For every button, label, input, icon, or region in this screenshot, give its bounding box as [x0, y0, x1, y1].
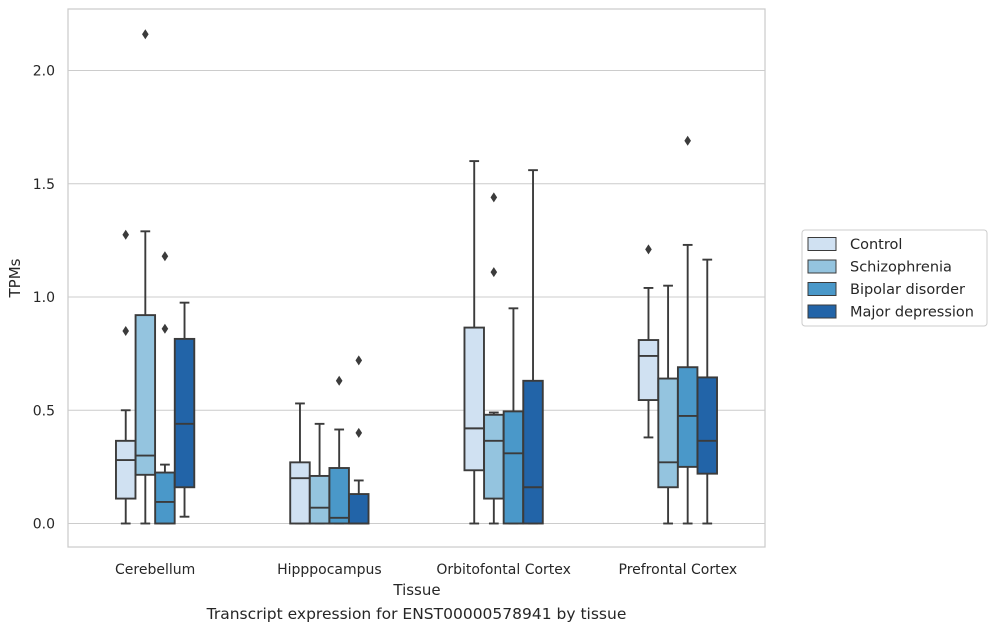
box: [328, 375, 350, 525]
outlier-point: [161, 251, 169, 262]
legend-frame: [801, 229, 988, 327]
y-tick-label: 2.0: [33, 64, 55, 80]
box-body: [463, 326, 485, 472]
series-major-depression: [173, 169, 718, 525]
box: [502, 307, 525, 525]
box: [348, 355, 370, 525]
box: [657, 284, 679, 525]
box: [483, 192, 505, 525]
x-tick-label: Hipppocampus: [277, 562, 382, 578]
box: [676, 135, 699, 525]
box-body: [676, 366, 699, 468]
outlier-point: [142, 29, 149, 40]
outlier-point: [645, 244, 652, 255]
series-bipolar-disorder: [154, 135, 699, 525]
box-body: [289, 461, 311, 525]
outlier-point: [355, 355, 363, 366]
legend-swatch: [807, 282, 837, 296]
box: [134, 29, 157, 525]
box: [154, 251, 176, 525]
y-tick-label: 1.0: [33, 290, 55, 306]
x-axis-label: Tissue: [392, 581, 440, 599]
box: [289, 402, 311, 525]
box: [308, 422, 331, 525]
box-body: [173, 337, 196, 489]
chart-caption: Transcript expression for ENST0000057894…: [206, 605, 627, 623]
legend-swatch: [807, 259, 837, 274]
box-body: [328, 467, 350, 525]
y-tick-label: 1.5: [33, 177, 55, 193]
plot-frame: [67, 8, 766, 548]
box: [173, 301, 196, 518]
box-body: [657, 377, 679, 489]
outlier-point: [490, 267, 498, 278]
box: [115, 229, 137, 525]
legend-label: Schizophrenia: [850, 260, 952, 276]
legend-label: Major depression: [850, 305, 974, 321]
legend-label: Bipolar disorder: [850, 282, 965, 298]
box: [696, 258, 718, 525]
outlier-point: [335, 375, 343, 386]
y-axis-label: TPMs: [6, 258, 24, 298]
outlier-point: [122, 229, 130, 240]
outlier-point: [684, 135, 691, 146]
box: [522, 169, 544, 525]
series-control: [115, 160, 660, 525]
outlier-point: [490, 192, 498, 203]
box-body: [522, 379, 544, 525]
legend: Control Schizophrenia Bipolar disorder Majo…: [801, 229, 988, 327]
legend-swatch: [807, 304, 837, 319]
x-tick-label: Prefrontal Cortex: [619, 562, 738, 578]
outlier-point: [355, 427, 363, 438]
legend-swatch: [807, 237, 837, 251]
y-tick-labels: 0.0 0.5 1.0 1.5 2.0: [33, 64, 55, 533]
series-schizophrenia: [134, 29, 679, 525]
legend-label: Control: [850, 237, 902, 253]
x-tick-label: Cerebellum: [115, 562, 195, 578]
box-body: [502, 410, 525, 525]
y-tick-label: 0.0: [33, 517, 55, 533]
box-body: [154, 471, 176, 525]
box-body: [308, 474, 331, 525]
legend-item: Control: [807, 237, 902, 253]
outlier-point: [122, 325, 130, 336]
box-body: [696, 376, 718, 475]
box: [637, 244, 660, 439]
box: [463, 160, 485, 525]
outlier-point: [161, 323, 169, 334]
x-tick-labels: Cerebellum Hipppocampus Orbitofontal Corte…: [115, 562, 737, 578]
box-series-group: [115, 29, 718, 525]
x-tick-label: Orbitofontal Cortex: [436, 562, 571, 578]
box-body: [637, 339, 660, 402]
box-body: [115, 439, 137, 500]
y-tick-label: 0.5: [33, 403, 55, 419]
box-body: [483, 413, 505, 500]
box-body: [134, 314, 157, 476]
legend-item: Bipolar disorder: [807, 282, 965, 298]
legend-item: Major depression: [807, 304, 974, 321]
legend-item: Schizophrenia: [807, 259, 952, 276]
box-body: [348, 493, 370, 525]
